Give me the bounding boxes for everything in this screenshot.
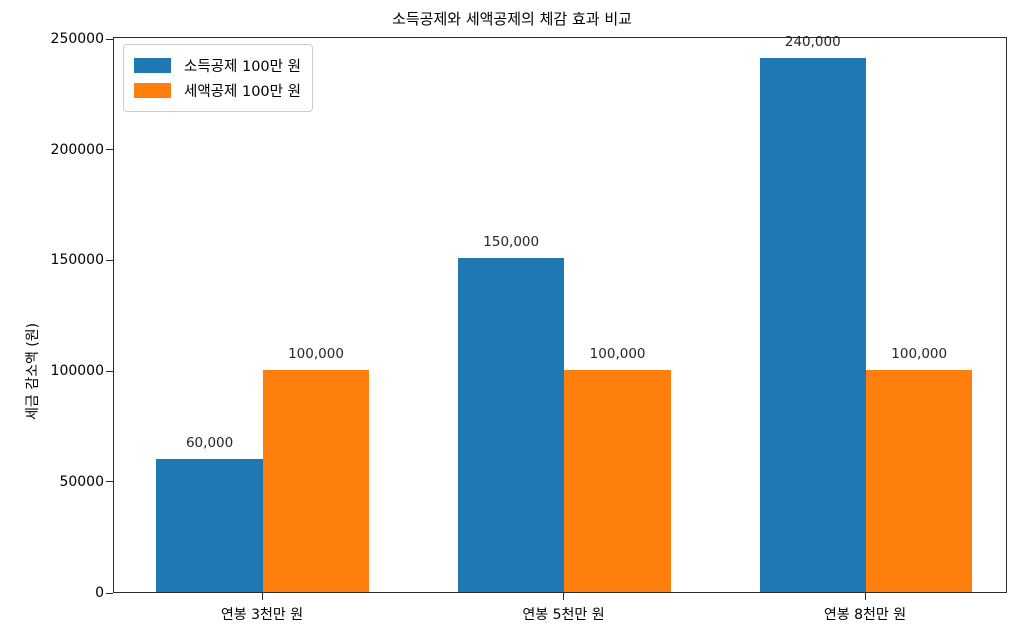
x-tick-label-1: 연봉 5천만 원: [522, 607, 605, 623]
legend-swatch-icon-series1: [134, 83, 171, 98]
x-tick-mark-0: [261, 593, 263, 600]
bar-value-label-group1-series1: 100,000: [589, 345, 646, 362]
bar-value-label-group1-series0: 150,000: [483, 234, 540, 251]
legend-item-1[interactable]: 세액공제 100만 원: [134, 78, 301, 103]
x-tick-mark-2: [865, 593, 867, 600]
bar-group1-series1[interactable]: [564, 369, 671, 592]
bar-group0-series0[interactable]: [156, 458, 263, 592]
y-tick-label-150000: 150000: [50, 252, 104, 269]
bar-group2-series0[interactable]: [759, 58, 866, 592]
bar-group2-series1[interactable]: [866, 369, 973, 592]
y-tick-mark-150000: [106, 259, 113, 261]
legend-label-series0: 소득공제 100만 원: [184, 59, 301, 75]
legend-swatch-icon-series0: [134, 58, 171, 73]
y-tick-label-0: 0: [95, 585, 104, 601]
chart-legend: 소득공제 100만 원 세액공제 100만 원: [123, 44, 313, 112]
x-tick-label-2: 연봉 8천만 원: [823, 607, 907, 623]
bars-layer: 60,000 100,000 150,000 100,000 240,000 1…: [114, 34, 1006, 592]
x-tick-label-0: 연봉 3천만 원: [220, 607, 304, 623]
bar-value-label-group0-series1: 100,000: [288, 345, 344, 362]
y-tick-mark-200000: [106, 149, 113, 151]
bar-value-label-group0-series0: 60,000: [185, 434, 234, 451]
chart-title: 소득공제와 세액공제의 체감 효과 비교: [392, 10, 632, 28]
y-tick-label-250000: 250000: [50, 31, 104, 47]
x-tick-mark-1: [563, 593, 565, 600]
legend-label-series1: 세액공제 100만 원: [184, 84, 301, 100]
y-tick-mark-100000: [106, 370, 113, 372]
y-tick-label-200000: 200000: [50, 141, 104, 158]
bar-group1-series0[interactable]: [458, 258, 565, 592]
plot-area: 60,000 100,000 150,000 100,000 240,000 1…: [113, 34, 1007, 593]
y-tick-mark-0: [106, 592, 113, 594]
y-tick-label-50000: 50000: [59, 473, 104, 490]
y-tick-mark-250000: [106, 38, 113, 40]
bar-group0-series1[interactable]: [262, 369, 370, 592]
legend-item-0[interactable]: 소득공제 100만 원: [134, 53, 301, 78]
bar-value-label-group2-series1: 100,000: [891, 345, 948, 362]
bar-value-label-group2-series0: 240,000: [784, 34, 841, 51]
y-tick-mark-50000: [106, 481, 113, 483]
y-tick-label-100000: 100000: [50, 363, 104, 380]
